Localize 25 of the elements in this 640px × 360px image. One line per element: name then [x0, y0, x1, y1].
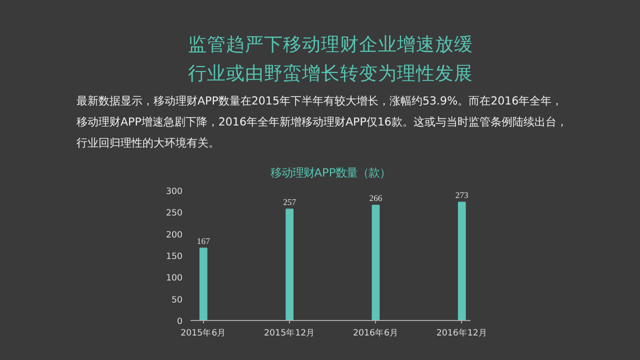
x-tick-label: 2016年6月	[352, 328, 399, 338]
data-label: 266	[369, 193, 383, 204]
x-tick-label: 2015年6月	[180, 328, 226, 338]
y-tick-label: 200	[166, 230, 183, 240]
x-tick-label: 2016年12月	[436, 328, 488, 338]
y-tick-label: 300	[166, 187, 183, 197]
y-tick-label: 50	[171, 295, 182, 306]
y-tick-label: 250	[166, 208, 183, 219]
bar	[372, 204, 380, 320]
text: 最新数据显示，移动理财APP数量在2015年下半年有较大增长，涨幅约53.9%。而在2016年全年，	[76, 94, 563, 108]
bar	[286, 208, 294, 320]
data-label: 273	[455, 190, 468, 200]
text: 移动理财APP增速急剧下降，2016年全年新增移动理财APP仅16款。这或与当时监管条例陆续出台，	[76, 116, 568, 128]
x-tick-label: 2015年12月	[264, 328, 316, 338]
y-tick-label: 150	[166, 252, 183, 262]
y-tick-label: 0	[176, 317, 183, 327]
data-label: 257	[283, 197, 297, 208]
bar	[199, 248, 208, 320]
bar	[458, 202, 466, 320]
chart-title: 监管趋严下移动理财企业增速放缓	[188, 34, 473, 56]
text: 行业回归理性的大环境有关。	[76, 136, 220, 150]
data-label: 167	[196, 236, 211, 246]
y-axis-title: 移动理财APP数量（款）	[270, 166, 391, 180]
chart-subtitle: 行业或由野蛮增长转变为理性发展	[188, 62, 473, 84]
y-tick-label: 100	[166, 274, 183, 284]
